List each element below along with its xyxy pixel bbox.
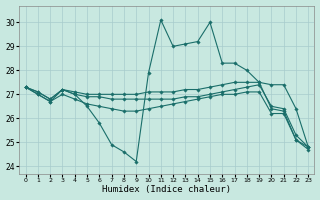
X-axis label: Humidex (Indice chaleur): Humidex (Indice chaleur): [102, 185, 231, 194]
